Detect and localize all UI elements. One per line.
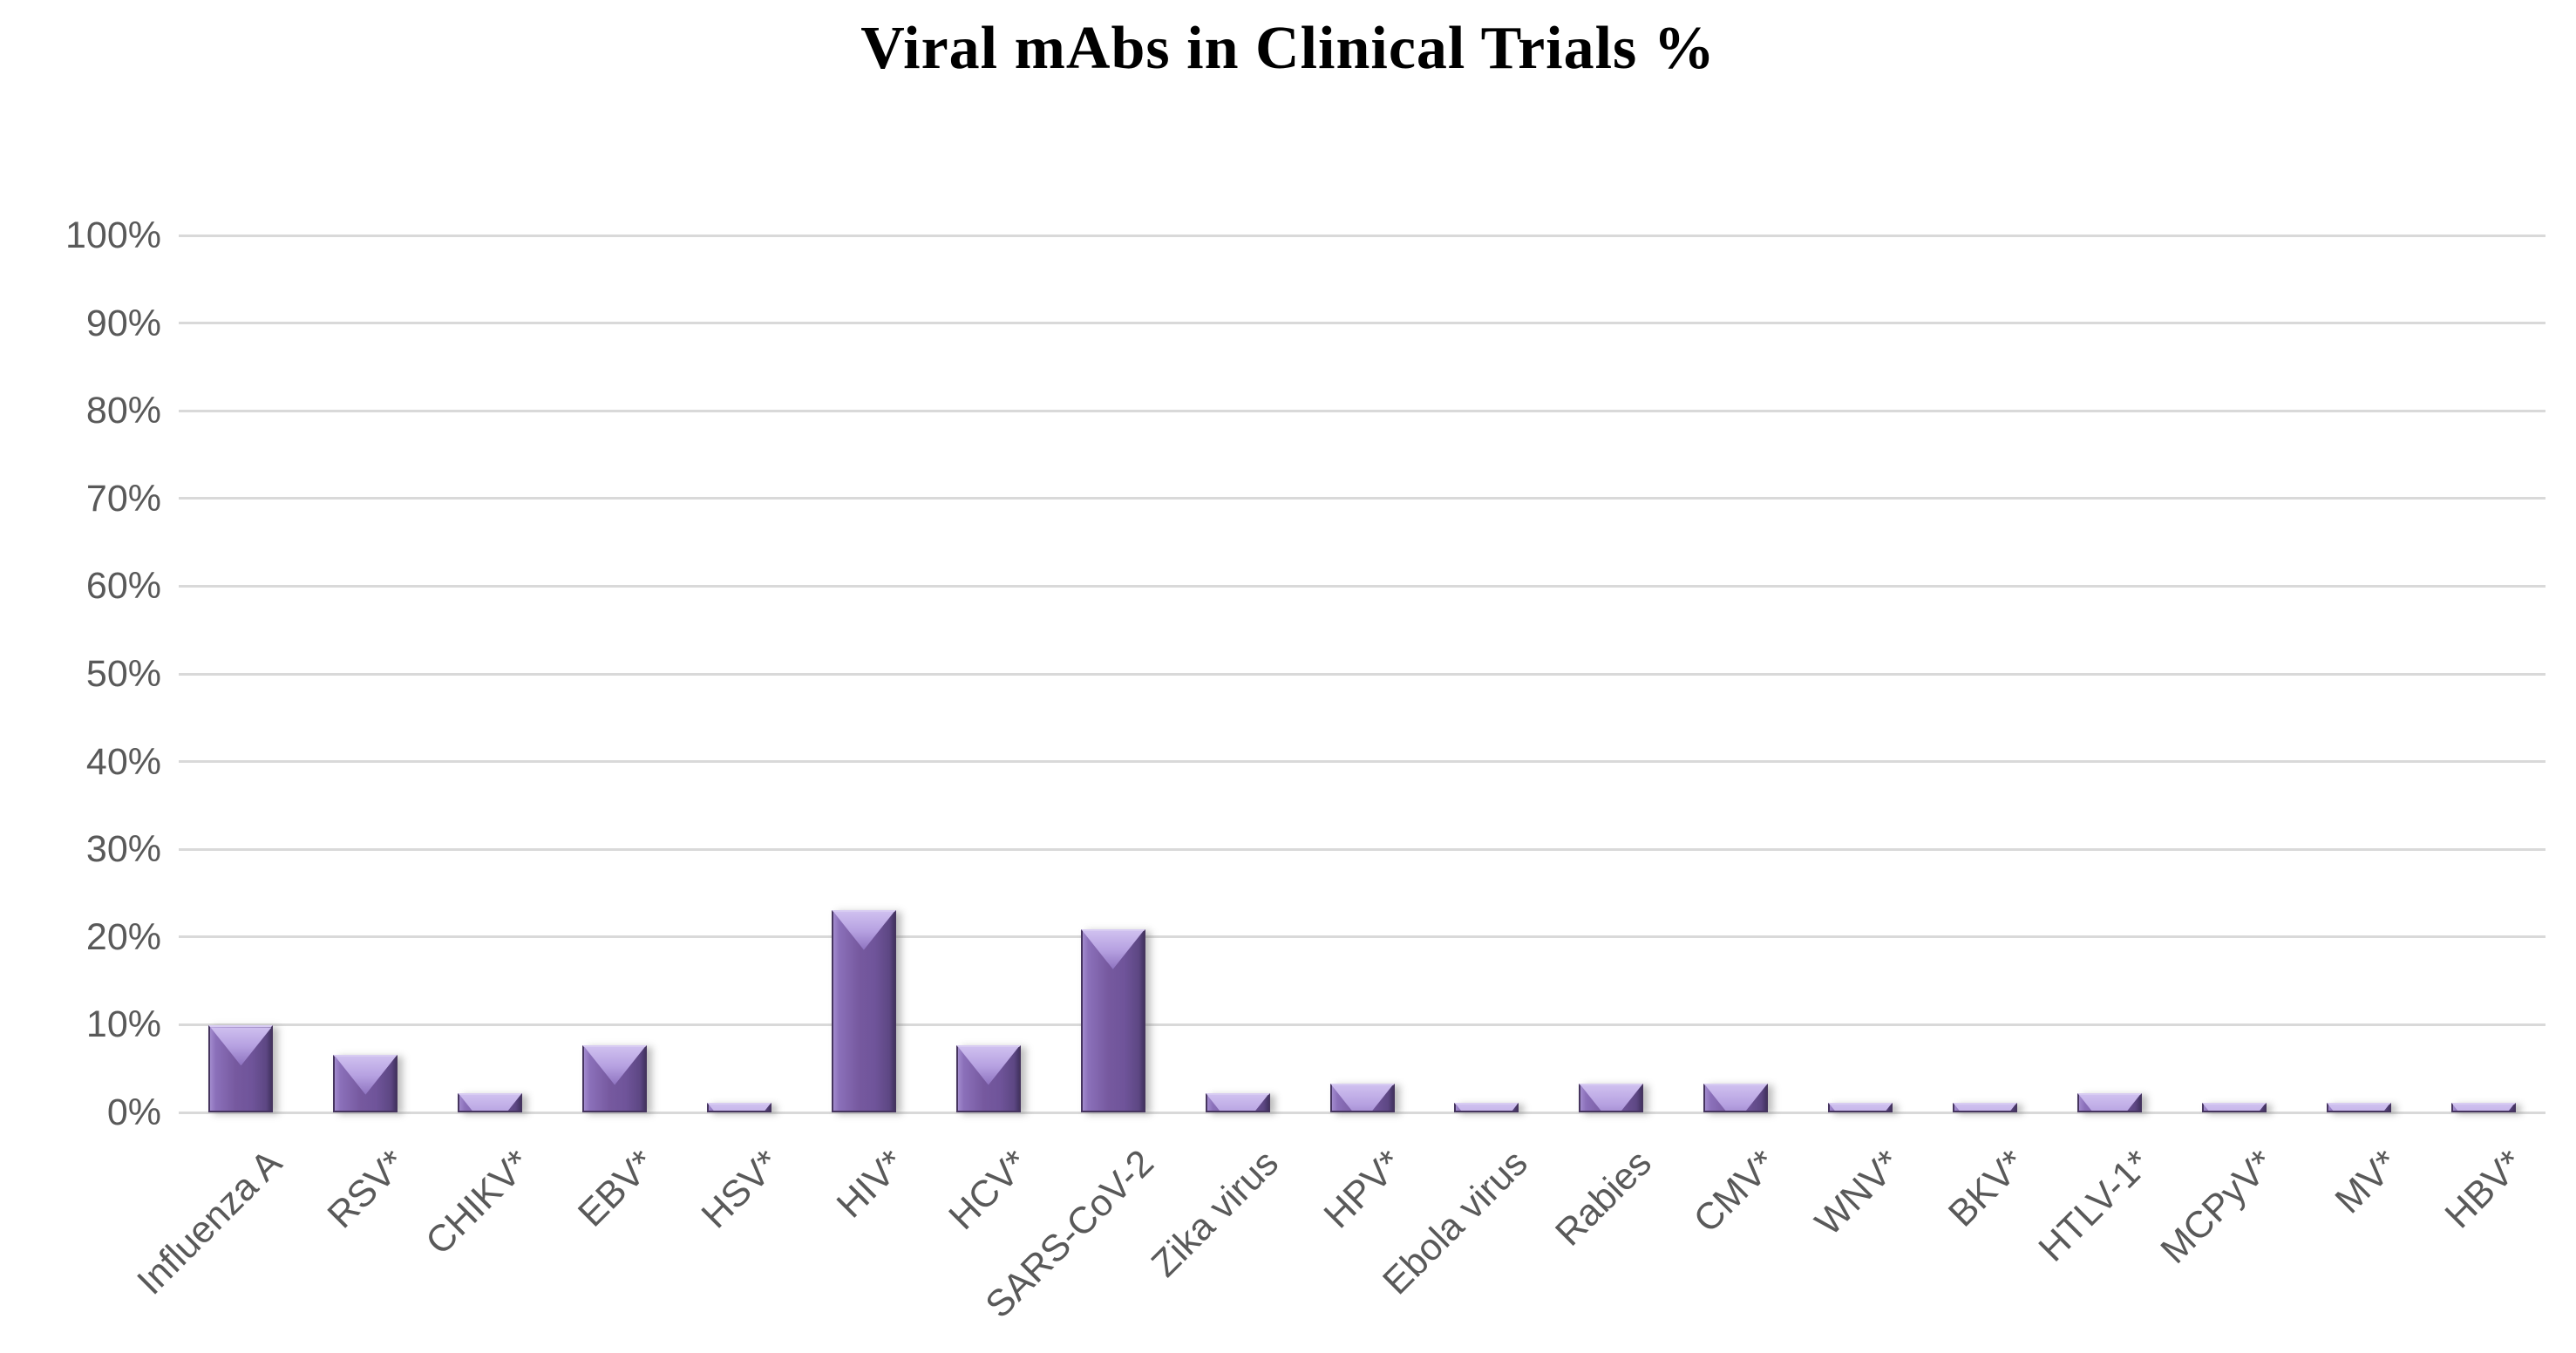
bar xyxy=(582,1044,648,1112)
gridline xyxy=(179,584,2545,588)
bar-top-highlight-icon xyxy=(833,911,894,950)
gridline xyxy=(179,322,2545,325)
bar-top-highlight-icon xyxy=(1580,1084,1642,1111)
bar xyxy=(1080,928,1145,1112)
bar xyxy=(1205,1092,1270,1112)
gridline xyxy=(179,935,2545,939)
bar xyxy=(208,1025,274,1112)
bar xyxy=(1703,1083,1769,1112)
bar-top-highlight-icon xyxy=(709,1104,771,1111)
x-tick-label: RSV* xyxy=(319,1142,415,1237)
y-tick-label: 100% xyxy=(65,214,161,256)
bar-top-highlight-icon xyxy=(957,1046,1019,1085)
bar xyxy=(333,1054,398,1112)
x-tick-label: EBV* xyxy=(570,1142,664,1235)
x-tick-label: HSV* xyxy=(693,1142,788,1237)
bar-top-highlight-icon xyxy=(1082,930,1144,969)
x-tick-label: HPV* xyxy=(1316,1142,1411,1237)
y-tick-label: 90% xyxy=(85,302,161,344)
bar-top-highlight-icon xyxy=(459,1094,521,1111)
bar-top-highlight-icon xyxy=(1456,1104,1518,1111)
bar xyxy=(2450,1102,2516,1112)
bar xyxy=(2076,1092,2142,1112)
bar-top-highlight-icon xyxy=(1331,1084,1393,1111)
bar-top-highlight-icon xyxy=(2078,1094,2140,1111)
bar xyxy=(1828,1102,1893,1112)
y-tick-label: 60% xyxy=(85,565,161,608)
x-tick-label: Rabies xyxy=(1547,1142,1661,1254)
bar-top-highlight-icon xyxy=(1705,1084,1767,1111)
gridline xyxy=(179,1023,2545,1026)
bar-top-highlight-icon xyxy=(1954,1104,2015,1111)
bar xyxy=(2326,1102,2391,1112)
gridline xyxy=(179,1111,2545,1114)
bar xyxy=(1952,1102,2017,1112)
bar-top-highlight-icon xyxy=(1206,1094,1268,1111)
x-tick-label: MCPyV* xyxy=(2152,1142,2283,1272)
bar-top-highlight-icon xyxy=(210,1027,272,1066)
bar-top-highlight-icon xyxy=(2452,1104,2514,1111)
x-tick-label: HCV* xyxy=(941,1142,1037,1238)
x-tick-label: CMV* xyxy=(1685,1142,1785,1241)
x-tick-label: BKV* xyxy=(1940,1142,2034,1235)
bar-top-highlight-icon xyxy=(2328,1104,2389,1111)
gridline xyxy=(179,497,2545,500)
y-tick-label: 70% xyxy=(85,477,161,520)
x-tick-label: Influenza A xyxy=(128,1142,290,1303)
y-tick-label: 30% xyxy=(85,828,161,871)
bar-top-highlight-icon xyxy=(335,1056,397,1095)
bar xyxy=(2201,1102,2267,1112)
x-tick-label: Zika virus xyxy=(1143,1142,1287,1286)
gridline xyxy=(179,409,2545,412)
y-tick-label: 40% xyxy=(85,740,161,783)
gridline xyxy=(179,760,2545,764)
bar xyxy=(1579,1083,1644,1112)
x-tick-label: HIV* xyxy=(828,1142,913,1227)
gridline xyxy=(179,234,2545,237)
bar xyxy=(458,1092,523,1112)
bar xyxy=(955,1044,1021,1112)
bar xyxy=(707,1102,772,1112)
x-tick-label: MV* xyxy=(2328,1142,2408,1222)
bar xyxy=(831,909,896,1112)
y-tick-label: 80% xyxy=(85,390,161,432)
bar-top-highlight-icon xyxy=(584,1046,646,1085)
bar xyxy=(1329,1083,1395,1112)
gridline xyxy=(179,672,2545,676)
y-tick-label: 10% xyxy=(85,1003,161,1046)
bar-top-highlight-icon xyxy=(1830,1104,1892,1111)
y-tick-label: 20% xyxy=(85,915,161,958)
x-tick-label: WNV* xyxy=(1807,1142,1910,1244)
x-tick-label: HBV* xyxy=(2437,1142,2532,1237)
y-tick-label: 50% xyxy=(85,653,161,695)
chart-title: Viral mAbs in Clinical Trials % xyxy=(860,15,1716,82)
y-tick-label: 0% xyxy=(106,1091,161,1133)
x-tick-label: CHIKV* xyxy=(418,1142,540,1263)
bar-top-highlight-icon xyxy=(2203,1104,2265,1111)
x-tick-label: HTLV-1* xyxy=(2030,1142,2158,1270)
gridline xyxy=(179,847,2545,851)
bar xyxy=(1454,1102,1519,1112)
